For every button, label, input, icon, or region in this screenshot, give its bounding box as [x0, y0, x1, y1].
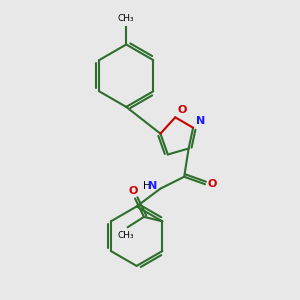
Text: H: H — [143, 181, 151, 191]
Text: N: N — [148, 181, 158, 191]
Text: N: N — [196, 116, 205, 126]
Text: O: O — [207, 179, 217, 189]
Text: O: O — [129, 186, 138, 196]
Text: CH₃: CH₃ — [118, 231, 134, 240]
Text: CH₃: CH₃ — [118, 14, 134, 23]
Text: O: O — [177, 105, 187, 115]
